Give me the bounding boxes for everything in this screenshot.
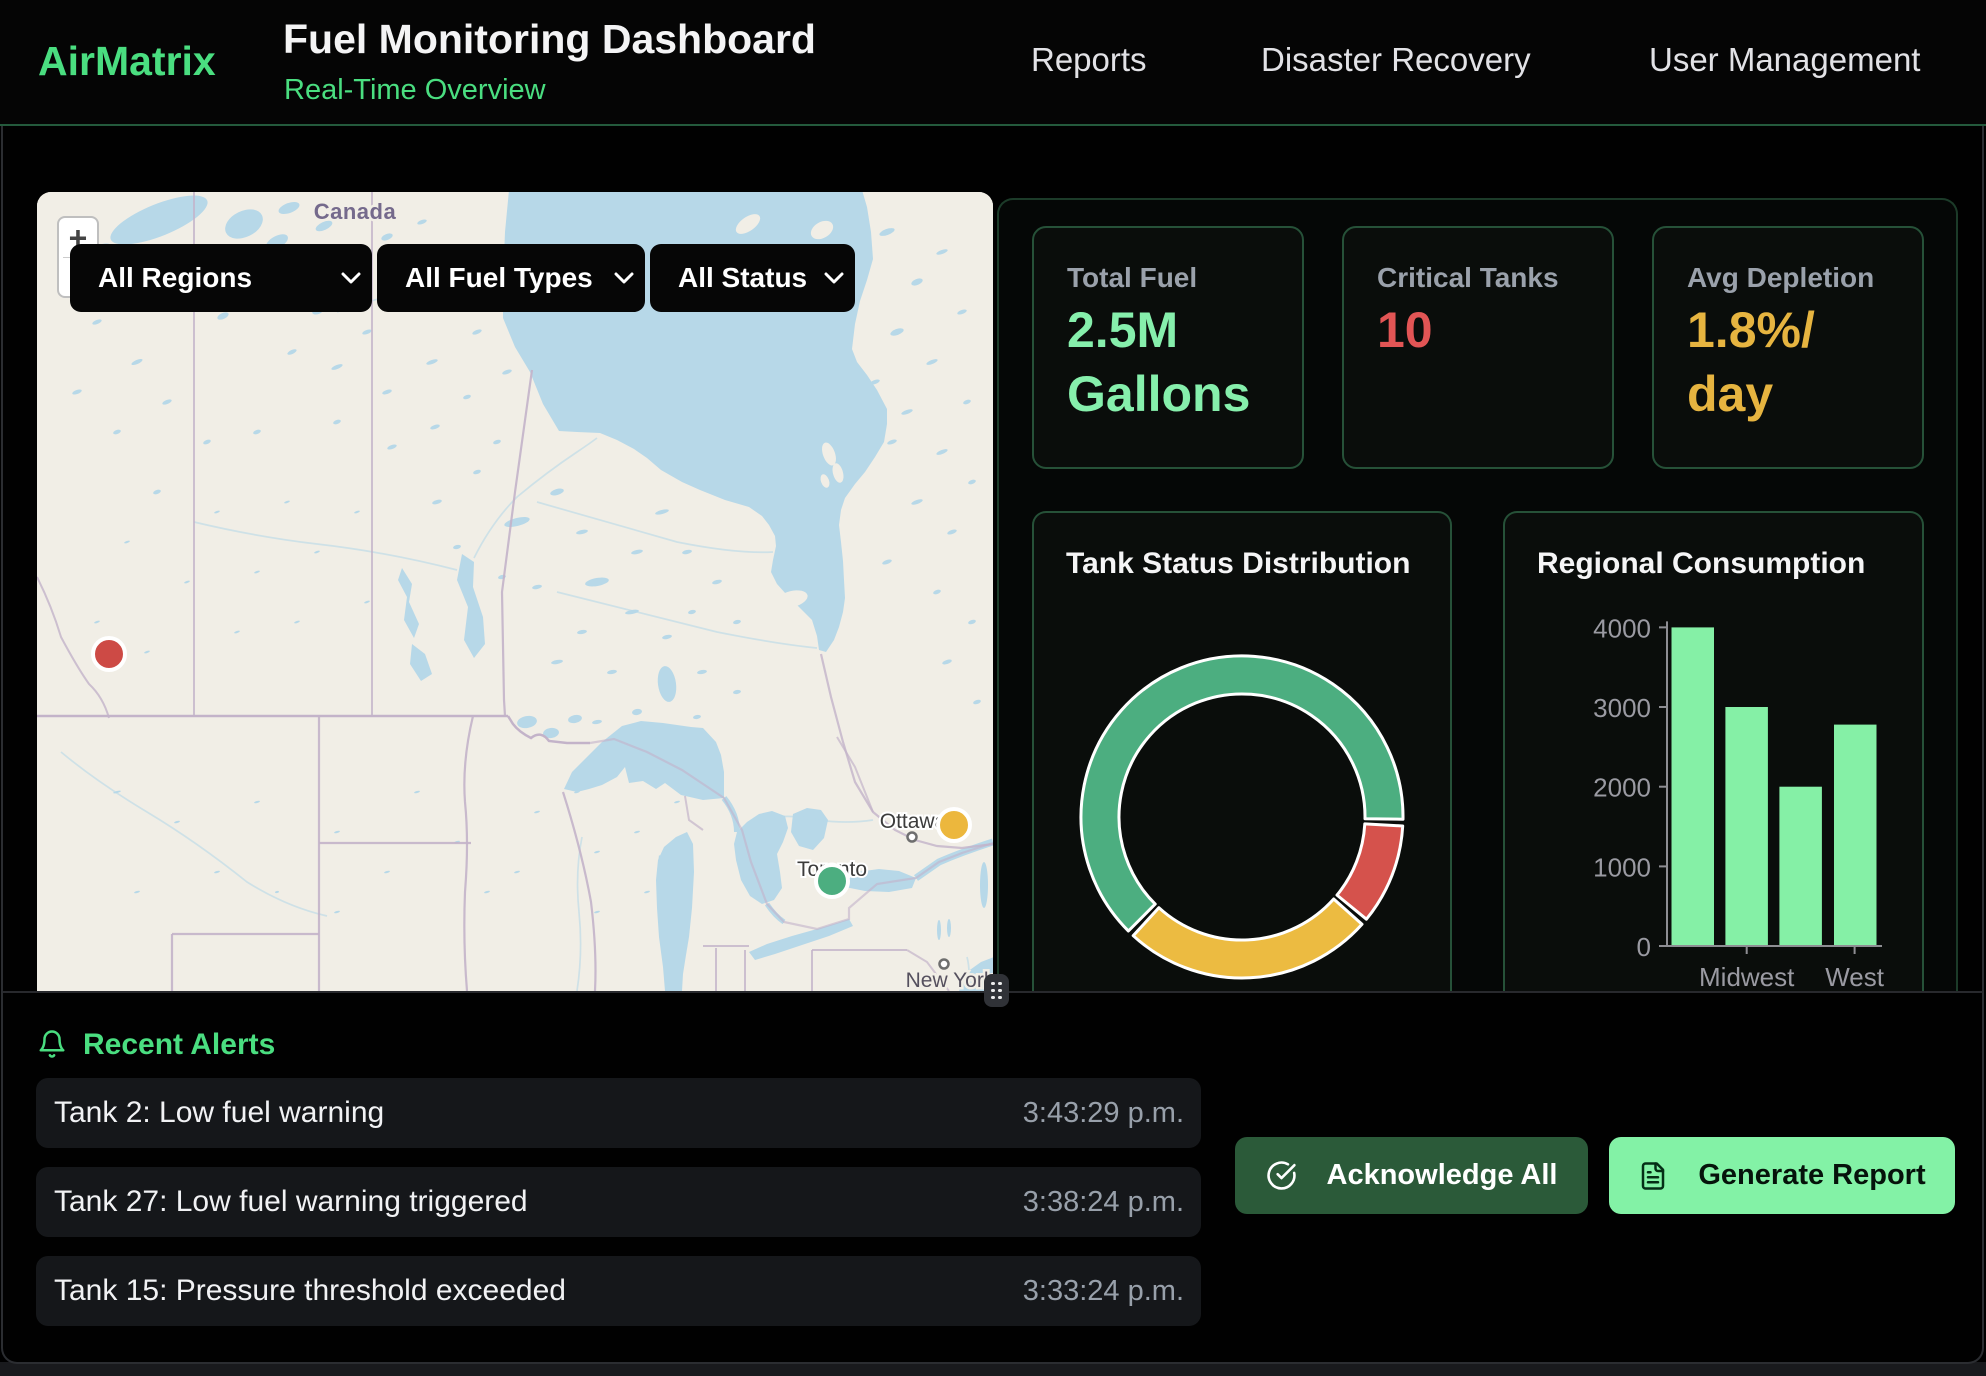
svg-text:2000: 2000	[1593, 773, 1651, 803]
svg-text:West: West	[1825, 962, 1885, 991]
svg-text:4000: 4000	[1593, 613, 1651, 643]
svg-text:Ottawa: Ottawa	[880, 810, 947, 833]
svg-text:3000: 3000	[1593, 693, 1651, 723]
svg-text:Canada: Canada	[314, 199, 397, 224]
svg-text:0: 0	[1637, 932, 1651, 962]
svg-text:Midwest: Midwest	[1699, 962, 1795, 991]
svg-text:1000: 1000	[1593, 852, 1651, 882]
svg-text:New York: New York	[906, 969, 993, 991]
